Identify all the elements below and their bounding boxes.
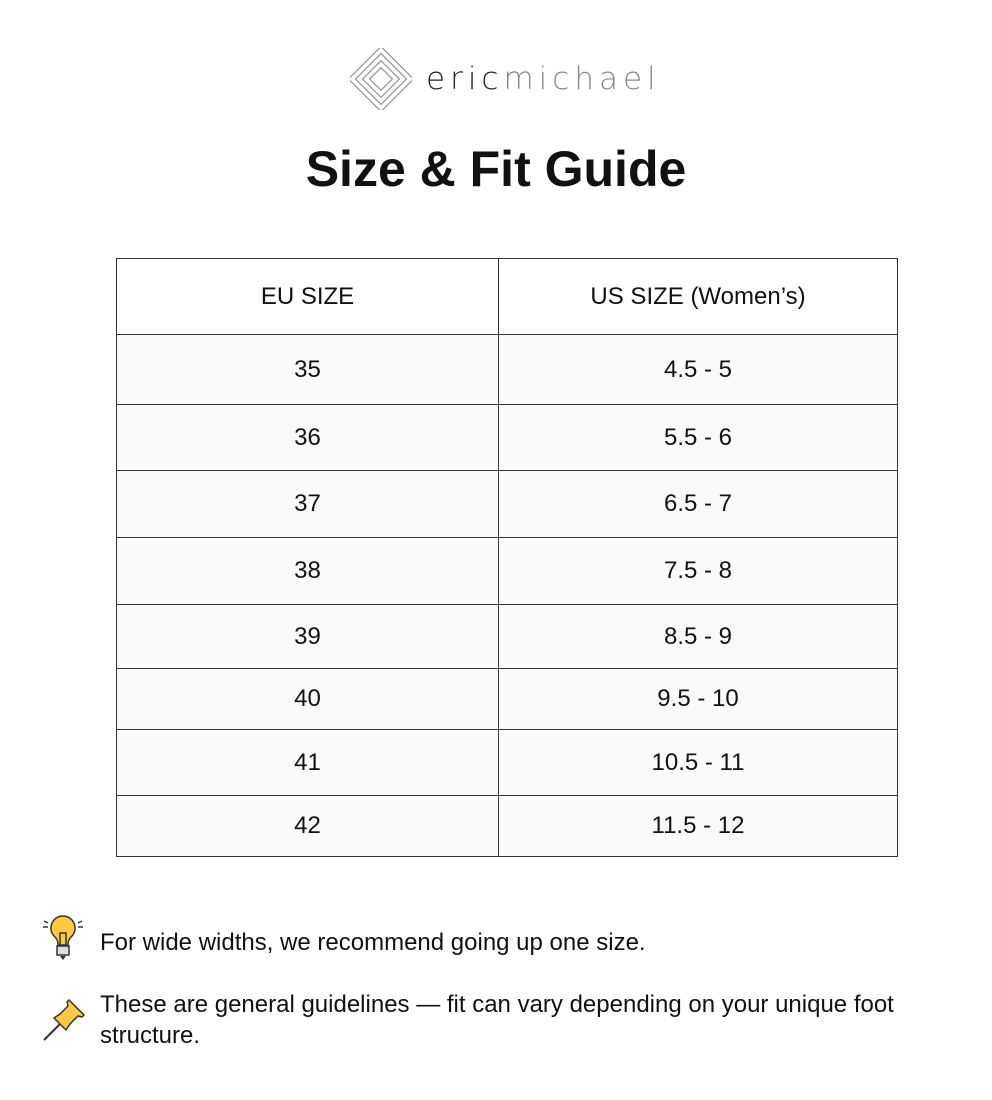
- table-row: 37 6.5 - 7: [116, 470, 898, 538]
- eu-size: 38: [116, 537, 499, 605]
- table-row: 39 8.5 - 9: [116, 604, 898, 669]
- us-size: 11.5 - 12: [498, 795, 898, 857]
- page-title: Size & Fit Guide: [305, 141, 687, 197]
- diamond-logo-icon: [350, 48, 412, 110]
- eu-size: 36: [116, 404, 499, 471]
- table-header-row: EU SIZE US SIZE (Women’s): [116, 258, 898, 335]
- eu-size: 42: [116, 795, 499, 857]
- header-eu: EU SIZE: [116, 258, 499, 335]
- wide-width-note: For wide widths, we recommend going up o…: [100, 929, 646, 956]
- guideline-note: These are general guidelines — fit can v…: [100, 991, 894, 1049]
- eu-size: 39: [116, 604, 499, 669]
- us-size: 6.5 - 7: [498, 470, 898, 538]
- us-size: 10.5 - 11: [498, 729, 898, 796]
- table-row: 36 5.5 - 6: [116, 404, 898, 471]
- eu-size: 41: [116, 729, 499, 796]
- us-size: 5.5 - 6: [498, 404, 898, 471]
- brand-logo: ericmichael: [350, 48, 661, 110]
- size-table: EU SIZE US SIZE (Women’s) 35 4.5 - 5 36 5.…: [116, 258, 898, 857]
- eu-size: 40: [116, 668, 499, 730]
- table-row: 40 9.5 - 10: [116, 668, 898, 730]
- header-us: US SIZE (Women’s): [498, 258, 898, 335]
- us-size: 9.5 - 10: [498, 668, 898, 730]
- table-row: 35 4.5 - 5: [116, 334, 898, 405]
- table-row: 38 7.5 - 8: [116, 537, 898, 605]
- pushpin-icon: [43, 998, 86, 1041]
- us-size: 4.5 - 5: [498, 334, 898, 405]
- eu-size: 37: [116, 470, 499, 538]
- table-row: 41 10.5 - 11: [116, 729, 898, 796]
- table-row: 42 11.5 - 12: [116, 795, 898, 857]
- brand-name-bold: eric: [426, 61, 504, 97]
- lightbulb-icon: [43, 915, 83, 960]
- eu-size: 35: [116, 334, 499, 405]
- brand-name-light: michael: [503, 61, 661, 97]
- us-size: 8.5 - 9: [498, 604, 898, 669]
- us-size: 7.5 - 8: [498, 537, 898, 605]
